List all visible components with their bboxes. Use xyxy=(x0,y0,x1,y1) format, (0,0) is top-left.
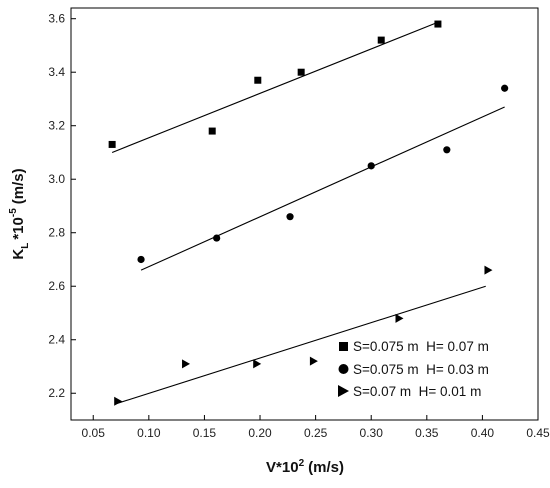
legend: S=0.075 m H= 0.07 m S=0.075 m H= 0.03 m … xyxy=(338,339,489,399)
square-marker-icon xyxy=(339,342,348,351)
x-tick-label: 0.05 xyxy=(82,426,106,440)
x-tick-label: 0.35 xyxy=(415,426,439,440)
x-tick-label: 0.10 xyxy=(137,426,161,440)
y-tick-label: 2.2 xyxy=(48,386,65,400)
triangle-point xyxy=(182,359,191,369)
x-tick-label: 0.30 xyxy=(360,426,384,440)
x-axis-title: V*102 (m/s) xyxy=(266,458,344,476)
y-tick-label: 2.8 xyxy=(48,226,65,240)
x-tick-label: 0.25 xyxy=(304,426,328,440)
legend-label-3: S=0.07 m H= 0.01 m xyxy=(353,384,481,399)
y-axis-ticks: 2.2 2.4 2.6 2.8 3.0 3.2 3.4 3.6 xyxy=(48,12,76,400)
fit-lines xyxy=(111,20,505,405)
square-point xyxy=(434,20,442,28)
legend-item-1: S=0.075 m H= 0.07 m xyxy=(339,339,489,354)
x-tick-label: 0.40 xyxy=(471,426,495,440)
y-tick-label: 2.4 xyxy=(48,333,65,347)
circle-point xyxy=(213,234,221,242)
y-axis-title: KL*10-5(m/s) xyxy=(8,168,31,259)
triangle-right-marker-icon xyxy=(338,385,349,397)
x-axis-ticks: 0.05 0.10 0.15 0.20 0.25 0.30 0.35 0.40 0.45 xyxy=(82,415,550,440)
triangle-point xyxy=(395,313,404,323)
y-tick-label: 3.2 xyxy=(48,119,65,133)
y-tick-label: 3.6 xyxy=(48,12,65,26)
triangle-point xyxy=(253,359,262,369)
circle-marker-icon xyxy=(338,364,349,374)
y-tick-label: 3.0 xyxy=(48,172,65,186)
square-point xyxy=(377,36,385,44)
legend-item-3: S=0.07 m H= 0.01 m xyxy=(338,384,481,399)
square-point xyxy=(254,76,262,84)
square-point xyxy=(208,127,216,135)
x-tick-label: 0.15 xyxy=(193,426,217,440)
legend-item-2: S=0.075 m H= 0.03 m xyxy=(338,362,489,377)
x-tick-label: 0.45 xyxy=(526,426,550,440)
legend-label-2: S=0.075 m H= 0.03 m xyxy=(353,362,489,377)
y-tick-label: 2.6 xyxy=(48,279,65,293)
triangle-point xyxy=(309,356,318,366)
circle-point xyxy=(286,213,294,221)
y-tick-label: 3.4 xyxy=(48,65,65,79)
circle-point xyxy=(501,84,509,92)
circle-point xyxy=(367,162,375,170)
data-points xyxy=(108,20,509,406)
x-tick-label: 0.20 xyxy=(248,426,272,440)
plot-frame xyxy=(70,7,539,421)
fit-line-series-1 xyxy=(111,20,441,153)
square-point xyxy=(297,68,305,76)
triangle-point xyxy=(114,396,123,406)
legend-label-1: S=0.075 m H= 0.07 m xyxy=(353,339,489,354)
fit-line-series-2 xyxy=(140,106,505,271)
square-point xyxy=(108,140,116,148)
fit-line-series-3 xyxy=(115,285,486,405)
circle-point xyxy=(443,146,451,154)
circle-point xyxy=(137,255,145,264)
triangle-point xyxy=(484,265,493,275)
